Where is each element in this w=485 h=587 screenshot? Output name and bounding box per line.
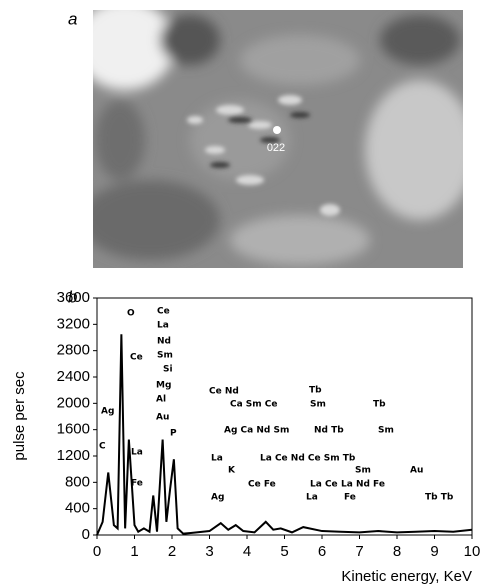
x-tick-label: 10	[464, 543, 481, 560]
peak-annotation: Sm	[310, 400, 326, 410]
y-tick-label: 1600	[57, 421, 90, 438]
y-tick-label: 0	[82, 526, 90, 543]
peak-annotation: La	[306, 493, 318, 503]
x-tick-label: 4	[243, 543, 251, 560]
x-tick-label: 0	[93, 543, 101, 560]
peak-annotation: Ce Nd	[209, 387, 239, 397]
peak-annotation: Au	[156, 413, 169, 423]
peak-annotation: La Ce	[310, 480, 338, 490]
peak-annotation: Ag	[101, 407, 114, 417]
y-tick-label: 2800	[57, 342, 90, 359]
peak-annotation: Nd	[157, 337, 171, 347]
peak-annotation: La	[131, 448, 143, 458]
peak-annotation: Tb	[309, 386, 322, 396]
peak-annotation: La Ce Nd Ce Sm Tb	[260, 454, 356, 464]
y-tick-label: 2000	[57, 394, 90, 411]
panel-label: a	[68, 9, 77, 28]
peak-annotation: Ce	[130, 353, 143, 363]
spectrum-line	[96, 334, 473, 536]
peak-annotation: Tb	[373, 400, 386, 410]
y-axis-label: pulse per sec	[11, 371, 28, 461]
panel-label: b	[68, 287, 77, 306]
x-tick-label: 9	[430, 543, 438, 560]
x-tick-label: 3	[205, 543, 213, 560]
peak-annotation: La	[157, 321, 169, 331]
y-tick-label: 1200	[57, 447, 90, 464]
y-tick-label: 3200	[57, 315, 90, 332]
y-tick-label: 800	[65, 473, 90, 490]
peak-annotation: O	[127, 309, 135, 319]
x-tick-label: 1	[130, 543, 138, 560]
x-tick-label: 7	[355, 543, 363, 560]
peak-annotation: P	[170, 429, 177, 439]
peak-annotation: C	[99, 442, 106, 452]
peak-annotation: Sm	[355, 466, 371, 476]
y-tick-label: 2400	[57, 368, 90, 385]
peak-annotation: Ce	[157, 307, 170, 317]
peak-annotation: Al	[156, 395, 166, 405]
peak-annotation: Tb Tb	[425, 493, 454, 503]
peak-annotation: K	[228, 466, 236, 476]
peak-annotation: Mg	[156, 381, 171, 391]
peak-annotation: La Nd Fe	[341, 480, 385, 490]
x-tick-label: 6	[318, 543, 326, 560]
x-axis-label: Kinetic energy, KeV	[341, 568, 472, 585]
peak-annotation: Au	[410, 466, 423, 476]
peak-annotation: Fe	[131, 479, 143, 489]
y-tick-label: 400	[65, 500, 90, 517]
peak-annotation: Sm	[157, 351, 173, 361]
peak-annotation: Si	[163, 365, 173, 375]
y-tick-label: 3600	[57, 289, 90, 306]
peak-annotation: Fe	[344, 493, 356, 503]
peak-annotation: Ag Ca Nd Sm	[224, 426, 289, 436]
marker	[273, 126, 281, 134]
x-tick-label: 8	[393, 543, 401, 560]
peak-annotation: Nd Tb	[314, 426, 344, 436]
peak-annotation: Ca Sm Ce	[230, 400, 278, 410]
x-tick-label: 5	[280, 543, 288, 560]
x-tick-label: 2	[168, 543, 176, 560]
peak-annotation: Ag	[211, 493, 224, 503]
peak-annotation: Ce Fe	[248, 480, 276, 490]
peak-annotation: Sm	[378, 426, 394, 436]
micrograph	[93, 10, 463, 268]
peak-annotation: La	[211, 454, 223, 464]
image-label: 022	[267, 142, 285, 154]
